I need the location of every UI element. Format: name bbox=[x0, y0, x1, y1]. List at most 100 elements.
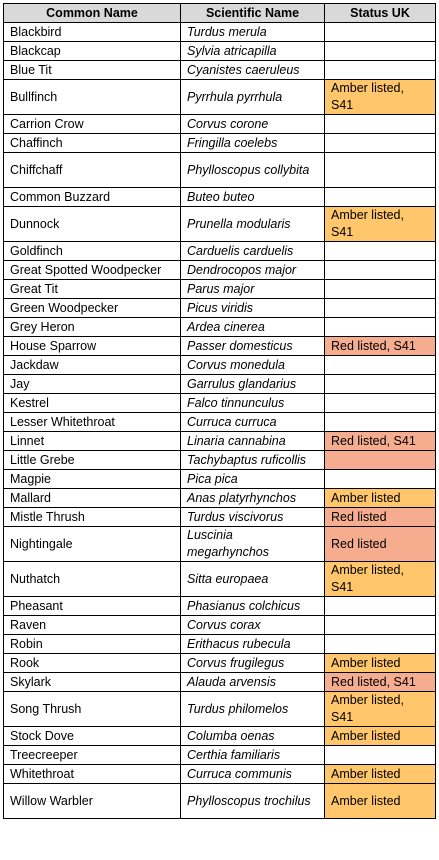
table-row: Dunnock Prunella modularis Amber listed, S… bbox=[3, 206, 436, 242]
scientific-name-cell: Corvus monedula bbox=[180, 355, 325, 375]
scientific-name-cell: Passer domesticus bbox=[180, 336, 325, 356]
common-name-cell: Rook bbox=[3, 653, 181, 673]
common-name-cell: Great Spotted Woodpecker bbox=[3, 260, 181, 280]
table-row: Pheasant Phasianus colchicus bbox=[3, 596, 436, 616]
status-cell bbox=[324, 450, 436, 470]
table-row: Rook Corvus frugilegus Amber listed bbox=[3, 653, 436, 673]
scientific-name-cell: Phasianus colchicus bbox=[180, 596, 325, 616]
scientific-name-cell: Sylvia atricapilla bbox=[180, 41, 325, 61]
common-name-cell: Jackdaw bbox=[3, 355, 181, 375]
scientific-name-cell: Erithacus rubecula bbox=[180, 634, 325, 654]
status-cell bbox=[324, 260, 436, 280]
table-row: Green Woodpecker Picus viridis bbox=[3, 298, 436, 318]
scientific-name-cell: Dendrocopos major bbox=[180, 260, 325, 280]
common-name-cell: Song Thrush bbox=[3, 691, 181, 727]
scientific-name-cell: Luscinia megarhynchos bbox=[180, 526, 325, 562]
common-name-cell: Mistle Thrush bbox=[3, 507, 181, 527]
bird-status-table: Common Name Scientific Name Status UK Bl… bbox=[3, 3, 436, 819]
status-cell: Red listed bbox=[324, 507, 436, 527]
scientific-name-cell: Turdus philomelos bbox=[180, 691, 325, 727]
table-row: Carrion Crow Corvus corone bbox=[3, 114, 436, 134]
table-row: Common Buzzard Buteo buteo bbox=[3, 187, 436, 207]
common-name-cell: Goldfinch bbox=[3, 241, 181, 261]
table-row: Great Spotted Woodpecker Dendrocopos majo… bbox=[3, 260, 436, 280]
common-name-cell: Raven bbox=[3, 615, 181, 635]
common-name-cell: Willow Warbler bbox=[3, 783, 181, 819]
common-name-cell: Grey Heron bbox=[3, 317, 181, 337]
scientific-name-cell: Pica pica bbox=[180, 469, 325, 489]
scientific-name-cell: Turdus viscivorus bbox=[180, 507, 325, 527]
scientific-name-cell: Tachybaptus ruficollis bbox=[180, 450, 325, 470]
scientific-name-cell: Corvus corax bbox=[180, 615, 325, 635]
status-cell bbox=[324, 41, 436, 61]
table-row: Magpie Pica pica bbox=[3, 469, 436, 489]
status-cell bbox=[324, 596, 436, 616]
table-row: Robin Erithacus rubecula bbox=[3, 634, 436, 654]
header-status-uk: Status UK bbox=[324, 3, 436, 23]
scientific-name-cell: Pyrrhula pyrrhula bbox=[180, 79, 325, 115]
table-row: Stock Dove Columba oenas Amber listed bbox=[3, 726, 436, 746]
table-row: Linnet Linaria cannabina Red listed, S41 bbox=[3, 431, 436, 451]
status-cell bbox=[324, 187, 436, 207]
table-row: Little Grebe Tachybaptus ruficollis bbox=[3, 450, 436, 470]
header-row: Common Name Scientific Name Status UK bbox=[3, 3, 436, 23]
table-row: Raven Corvus corax bbox=[3, 615, 436, 635]
table-row: Chiffchaff Phylloscopus collybita bbox=[3, 152, 436, 188]
table-row: Whitethroat Curruca communis Amber listed bbox=[3, 764, 436, 784]
table-row: Grey Heron Ardea cinerea bbox=[3, 317, 436, 337]
table-row: Blackcap Sylvia atricapilla bbox=[3, 41, 436, 61]
table-row: Nightingale Luscinia megarhynchos Red list… bbox=[3, 526, 436, 562]
status-cell: Red listed, S41 bbox=[324, 431, 436, 451]
status-cell: Red listed, S41 bbox=[324, 336, 436, 356]
scientific-name-cell: Linaria cannabina bbox=[180, 431, 325, 451]
status-cell bbox=[324, 133, 436, 153]
scientific-name-cell: Picus viridis bbox=[180, 298, 325, 318]
common-name-cell: Common Buzzard bbox=[3, 187, 181, 207]
common-name-cell: Dunnock bbox=[3, 206, 181, 242]
common-name-cell: Green Woodpecker bbox=[3, 298, 181, 318]
common-name-cell: Chiffchaff bbox=[3, 152, 181, 188]
common-name-cell: Bullfinch bbox=[3, 79, 181, 115]
common-name-cell: Blackbird bbox=[3, 22, 181, 42]
scientific-name-cell: Curruca communis bbox=[180, 764, 325, 784]
scientific-name-cell: Turdus merula bbox=[180, 22, 325, 42]
table-row: Lesser Whitethroat Curruca curruca bbox=[3, 412, 436, 432]
status-cell bbox=[324, 60, 436, 80]
table-row: Willow Warbler Phylloscopus trochilus Ambe… bbox=[3, 783, 436, 819]
scientific-name-cell: Certhia familiaris bbox=[180, 745, 325, 765]
status-cell: Amber listed, S41 bbox=[324, 79, 436, 115]
scientific-name-cell: Curruca curruca bbox=[180, 412, 325, 432]
status-cell: Red listed, S41 bbox=[324, 672, 436, 692]
status-cell bbox=[324, 374, 436, 394]
status-cell: Amber listed bbox=[324, 764, 436, 784]
common-name-cell: House Sparrow bbox=[3, 336, 181, 356]
status-cell bbox=[324, 634, 436, 654]
scientific-name-cell: Columba oenas bbox=[180, 726, 325, 746]
scientific-name-cell: Buteo buteo bbox=[180, 187, 325, 207]
scientific-name-cell: Cyanistes caeruleus bbox=[180, 60, 325, 80]
common-name-cell: Lesser Whitethroat bbox=[3, 412, 181, 432]
table-row: Mallard Anas platyrhynchos Amber listed bbox=[3, 488, 436, 508]
common-name-cell: Jay bbox=[3, 374, 181, 394]
scientific-name-cell: Prunella modularis bbox=[180, 206, 325, 242]
scientific-name-cell: Sitta europaea bbox=[180, 561, 325, 597]
status-cell bbox=[324, 298, 436, 318]
table-row: Jackdaw Corvus monedula bbox=[3, 355, 436, 375]
header-scientific-name: Scientific Name bbox=[180, 3, 325, 23]
status-cell: Amber listed bbox=[324, 726, 436, 746]
common-name-cell: Chaffinch bbox=[3, 133, 181, 153]
status-cell: Amber listed, S41 bbox=[324, 691, 436, 727]
table-row: Song Thrush Turdus philomelos Amber listed… bbox=[3, 691, 436, 727]
table-row: Kestrel Falco tinnunculus bbox=[3, 393, 436, 413]
common-name-cell: Whitethroat bbox=[3, 764, 181, 784]
common-name-cell: Blue Tit bbox=[3, 60, 181, 80]
scientific-name-cell: Corvus frugilegus bbox=[180, 653, 325, 673]
common-name-cell: Skylark bbox=[3, 672, 181, 692]
common-name-cell: Kestrel bbox=[3, 393, 181, 413]
status-cell bbox=[324, 615, 436, 635]
status-cell bbox=[324, 745, 436, 765]
table-row: Nuthatch Sitta europaea Amber listed, S41 bbox=[3, 561, 436, 597]
status-cell bbox=[324, 355, 436, 375]
common-name-cell: Pheasant bbox=[3, 596, 181, 616]
scientific-name-cell: Ardea cinerea bbox=[180, 317, 325, 337]
